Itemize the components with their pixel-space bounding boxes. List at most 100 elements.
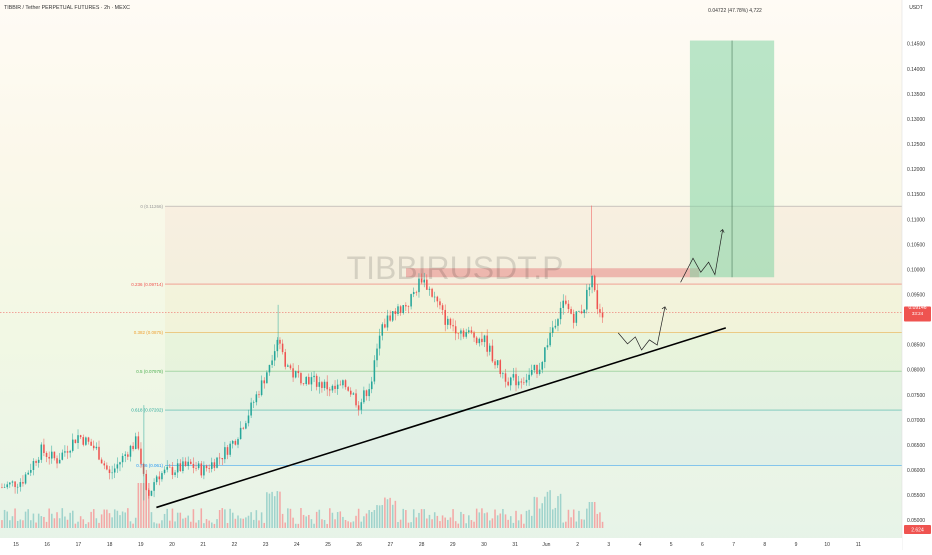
time-tick-label: 30 [481, 542, 487, 548]
candle-down [263, 380, 266, 384]
currency-label: USDT [909, 5, 923, 11]
candle-up [51, 451, 53, 459]
price-axis-panel[interactable] [902, 0, 932, 550]
fib-band [165, 371, 902, 411]
candle-up [294, 371, 297, 378]
candle-up [381, 324, 384, 336]
volume-bar [460, 511, 462, 528]
volume-bar [423, 509, 425, 528]
candle-up [61, 452, 64, 460]
time-tick-label: Jun [542, 542, 550, 548]
volume-bar [447, 519, 449, 528]
volume-bar [145, 483, 147, 528]
volume-bar [32, 513, 35, 528]
candle-up [276, 339, 279, 352]
time-tick-label: 17 [76, 542, 82, 548]
candle-down [281, 343, 284, 353]
candle-down [384, 324, 386, 328]
candle-down [142, 463, 145, 474]
candle-up [32, 461, 35, 470]
candle-down [601, 312, 604, 318]
time-tick-label: 16 [44, 542, 50, 548]
time-axis-panel[interactable] [0, 538, 902, 550]
time-tick-label: 8 [763, 542, 766, 548]
candle-up [174, 472, 176, 475]
volume-bar [213, 523, 216, 528]
volume-bar [583, 519, 585, 528]
volume-bar [226, 522, 229, 528]
volume-bar [106, 509, 108, 528]
volume-bar [502, 508, 504, 528]
volume-bar [64, 516, 66, 528]
volume-bar [326, 523, 328, 528]
volume-bar [523, 523, 525, 528]
candle-down [242, 427, 245, 429]
volume-bar [507, 519, 509, 528]
candle-down [79, 435, 82, 438]
volume-bar [352, 521, 355, 528]
candle-up [247, 415, 250, 424]
volume-bar [530, 515, 533, 528]
volume-bar [407, 522, 410, 528]
price-tick-label: 0.10000 [907, 267, 925, 273]
candle-down [454, 326, 457, 334]
time-tick-label: 9 [795, 542, 798, 548]
candle-down [169, 466, 171, 468]
volume-bar [250, 512, 252, 528]
time-tick-label: 3 [607, 542, 610, 548]
candle-up [342, 380, 344, 386]
volume-bar [486, 512, 488, 528]
time-tick-label: 21 [200, 542, 206, 548]
candle-down [43, 444, 45, 453]
volume-bar [292, 517, 294, 528]
candle-down [179, 463, 182, 472]
price-axis[interactable]: 0.14500 0.14000 0.13500 0.13000 0.12500 0.120… [907, 42, 925, 524]
candle-up [360, 402, 363, 410]
candle-up [551, 327, 554, 333]
volume-bar [365, 513, 368, 528]
volume-bar [79, 516, 82, 528]
time-tick-label: 23 [263, 542, 269, 548]
volume-bar [140, 483, 142, 528]
time-axis[interactable]: 15 16 17 18 19 20 21 22 23 24 25 26 27 28 29 30 31 Jun 2 3 4… [13, 542, 861, 548]
candle-down [315, 375, 318, 387]
volume-bar [302, 514, 305, 528]
volume-bar [431, 519, 433, 528]
volume-bar [71, 510, 74, 528]
volume-bar [557, 496, 559, 528]
candle-down [92, 445, 95, 449]
candle-down [431, 288, 433, 297]
volume-bar [591, 502, 593, 528]
fib-band [165, 332, 902, 372]
candle-down [53, 451, 56, 459]
last-price-tag: 0.09146 33:24 [904, 305, 931, 322]
forecast-path-retest [617, 306, 666, 351]
volume-bar [82, 519, 85, 528]
volume-bar [205, 519, 208, 528]
candle-down [218, 457, 221, 459]
candle-down [302, 383, 305, 385]
candle-up [386, 315, 389, 328]
volume-bar [496, 515, 499, 528]
volume-bar [268, 493, 271, 528]
candle-down [481, 338, 483, 343]
volume-bar [169, 520, 171, 528]
volume-bar [350, 522, 352, 528]
candle-up [197, 463, 200, 469]
volume-bar [171, 508, 174, 528]
candle-up [583, 309, 585, 314]
candle-up [121, 455, 124, 463]
price-tick-label: 0.07000 [907, 418, 925, 424]
volume-bar [549, 490, 551, 528]
candle-down [284, 352, 286, 367]
volume-bar [376, 505, 378, 528]
volume-bar [43, 516, 45, 528]
candle-down [145, 473, 147, 490]
candle-down [300, 373, 302, 384]
volume-bar [98, 522, 100, 528]
candle-up [77, 435, 79, 443]
volume-bar [386, 499, 389, 528]
volume-bar [300, 508, 302, 528]
